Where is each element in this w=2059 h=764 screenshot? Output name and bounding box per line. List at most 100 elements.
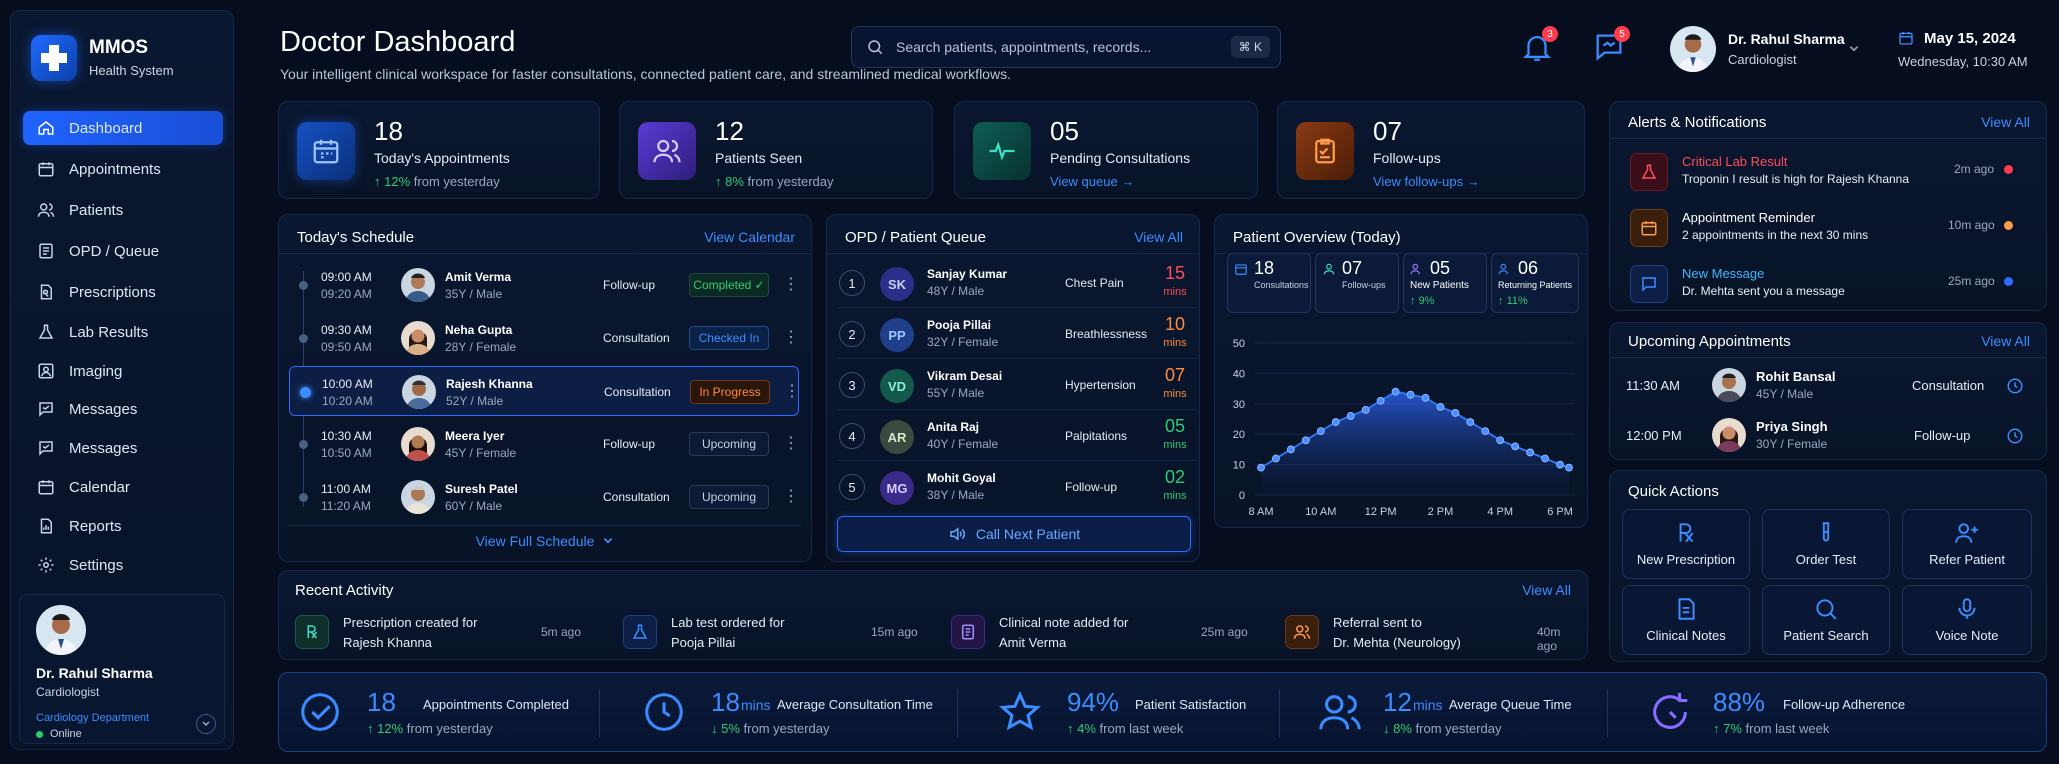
visit-reason: Follow-up — [1065, 480, 1118, 494]
calendar-icon — [1899, 32, 1913, 45]
patient-overview-chart: 0 10 20 30 40 50 8 AM 10 AM 12 PM 2 PM 4 PM 6 PM — [1233, 338, 1575, 518]
arrow-up-icon: ↑ — [374, 174, 385, 189]
nav-patients[interactable]: Patients — [23, 193, 223, 227]
avatar: VD — [880, 369, 914, 403]
nav-dashboard[interactable]: Dashboard — [23, 111, 223, 145]
upcoming-item[interactable]: 12:00 PM Priya Singh 30Y / Female Follow… — [1610, 415, 2046, 459]
microphone-icon — [1958, 598, 1976, 619]
panel-title: OPD / Patient Queue — [845, 229, 986, 246]
visit-type: Consultation — [604, 385, 671, 399]
page-subtitle: Your intelligent clinical workspace for … — [280, 66, 1011, 82]
activity-time: 5m ago — [541, 625, 582, 639]
view-queue-link[interactable]: View queue → — [1050, 174, 1135, 189]
nav-reports[interactable]: Reports — [23, 509, 223, 543]
view-full-schedule-button[interactable]: View Full Schedule — [289, 525, 801, 555]
nav-opd-queue[interactable]: OPD / Queue — [23, 234, 223, 268]
view-all-upcoming-link[interactable]: View All — [1981, 333, 2030, 349]
chevron-down-icon — [604, 537, 613, 543]
wait-unit: mins — [1163, 439, 1187, 451]
clock-icon[interactable] — [2006, 427, 2024, 445]
activity-item[interactable]: Clinical note added for Amit Verma 25m a… — [947, 611, 1257, 655]
more-options-icon[interactable]: ⋮ — [784, 383, 800, 400]
profile-expand-button[interactable] — [196, 714, 216, 734]
activity-item[interactable]: Referral sent to Dr. Mehta (Neurology) 4… — [1281, 611, 1581, 655]
chevron-down-icon[interactable] — [1848, 43, 1860, 55]
card-value: 18 — [1254, 258, 1275, 278]
queue-row[interactable]: 3 VD Vikram Desai 55Y / Male Hypertensio… — [837, 359, 1197, 410]
kpi-sub: from last week — [1745, 721, 1830, 736]
start-time: 09:00 AM — [321, 270, 372, 284]
visit-type: Follow-up — [603, 437, 656, 451]
schedule-row[interactable]: 09:00 AM 09:20 AM Amit Verma 35Y / Male … — [289, 260, 799, 310]
view-calendar-link[interactable]: View Calendar — [704, 229, 795, 245]
prescription-icon — [1679, 523, 1694, 543]
stat-card-pending[interactable]: 05 Pending Consultations View queue → — [954, 101, 1258, 199]
nav-prescriptions[interactable]: Prescriptions — [23, 275, 223, 309]
clock-icon[interactable] — [2006, 377, 2024, 395]
alert-item[interactable]: Critical Lab Result Troponin I result is… — [1620, 142, 2015, 198]
schedule-row-selected[interactable]: 10:00 AM 10:20 AM Rajesh Khanna 52Y / Ma… — [289, 366, 800, 416]
panel-title: Alerts & Notifications — [1628, 114, 1767, 131]
data-point — [1331, 418, 1340, 426]
speaker-icon — [950, 527, 965, 541]
nav-messages-2[interactable]: Messages — [23, 431, 223, 465]
queue-number: 4 — [839, 423, 865, 449]
messages-button[interactable]: 5 — [1592, 26, 1630, 64]
stat-card-appointments[interactable]: 18 Today's Appointments ↑ 12% from yeste… — [278, 101, 600, 199]
nav-settings[interactable]: Settings — [23, 548, 223, 582]
y-tick-label: 20 — [1233, 429, 1245, 441]
more-options-icon[interactable]: ⋮ — [783, 329, 799, 346]
gear-icon — [38, 557, 54, 573]
stat-card-followups[interactable]: 07 Follow-ups View follow-ups → — [1277, 101, 1585, 199]
nav-messages[interactable]: Messages — [23, 392, 223, 426]
nav-calendar[interactable]: Calendar — [23, 470, 223, 504]
current-time: Wednesday, 10:30 AM — [1898, 54, 2028, 69]
queue-panel: OPD / Patient Queue View All 1 SK Sanjay… — [826, 214, 1200, 562]
schedule-row[interactable]: 10:30 AM 10:50 AM Meera Iyer 45Y / Femal… — [289, 419, 799, 469]
more-options-icon[interactable]: ⋮ — [783, 435, 799, 452]
alert-item[interactable]: Appointment Reminder 2 appointments in t… — [1620, 198, 2015, 254]
nav-lab-results[interactable]: Lab Results — [23, 315, 223, 349]
patient-search-button[interactable]: Patient Search — [1762, 585, 1890, 655]
more-options-icon[interactable]: ⋮ — [783, 276, 799, 293]
schedule-row[interactable]: 11:00 AM 11:20 AM Suresh Patel 60Y / Mal… — [289, 472, 799, 522]
activity-text: Clinical note added for — [999, 615, 1129, 630]
upcoming-item[interactable]: 11:30 AM Rohit Bansal 45Y / Male Consult… — [1610, 365, 2046, 409]
queue-row[interactable]: 1 SK Sanjay Kumar 48Y / Male Chest Pain … — [837, 257, 1197, 308]
clinical-notes-button[interactable]: Clinical Notes — [1622, 585, 1750, 655]
flask-icon — [38, 324, 54, 339]
x-tick-label: 8 AM — [1248, 506, 1273, 518]
arrow-up-icon: ↑ — [1713, 721, 1724, 736]
search-input[interactable]: Search patients, appointments, records..… — [851, 26, 1281, 68]
activity-item[interactable]: Lab test ordered for Pooja Pillai 15m ag… — [619, 611, 929, 655]
call-next-patient-button[interactable]: Call Next Patient — [837, 516, 1191, 552]
online-dot — [36, 731, 43, 738]
queue-row[interactable]: 5 MG Mohit Goyal 38Y / Male Follow-up 02… — [837, 461, 1197, 512]
view-all-activity-link[interactable]: View All — [1522, 582, 1571, 598]
notifications-button[interactable]: 3 — [1520, 26, 1558, 64]
patient-info: 35Y / Male — [445, 287, 503, 301]
queue-row[interactable]: 4 AR Anita Raj 40Y / Female Palpitations… — [837, 410, 1197, 461]
nav-appointments[interactable]: Appointments — [23, 152, 223, 186]
view-all-alerts-link[interactable]: View All — [1981, 114, 2030, 130]
arrow-up-icon: ↑ — [715, 174, 726, 189]
order-test-button[interactable]: Order Test — [1762, 509, 1890, 579]
stat-card-patients-seen[interactable]: 12 Patients Seen ↑ 8% from yesterday — [619, 101, 933, 199]
alert-item[interactable]: New Message Dr. Mehta sent you a message… — [1620, 254, 2015, 310]
new-prescription-button[interactable]: New Prescription — [1622, 509, 1750, 579]
more-options-icon[interactable]: ⋮ — [783, 488, 799, 505]
queue-row[interactable]: 2 PP Pooja Pillai 32Y / Female Breathles… — [837, 308, 1197, 359]
nav-imaging[interactable]: Imaging — [23, 354, 223, 388]
stat-label: Follow-ups — [1373, 150, 1441, 166]
voice-note-button[interactable]: Voice Note — [1902, 585, 2032, 655]
activity-item[interactable]: Prescription created for Rajesh Khanna 5… — [291, 611, 601, 655]
user-avatar[interactable] — [1670, 26, 1716, 72]
user-name: Dr. Rahul Sharma — [1728, 31, 1845, 47]
schedule-row[interactable]: 09:30 AM 09:50 AM Neha Gupta 28Y / Femal… — [289, 313, 799, 363]
refer-patient-button[interactable]: Refer Patient — [1902, 509, 2032, 579]
card-label: Consultations — [1254, 280, 1309, 290]
view-followups-link[interactable]: View follow-ups → — [1373, 174, 1480, 189]
view-all-queue-link[interactable]: View All — [1134, 229, 1183, 245]
patient-name: Meera Iyer — [445, 429, 505, 443]
alert-title: New Message — [1682, 266, 1765, 281]
